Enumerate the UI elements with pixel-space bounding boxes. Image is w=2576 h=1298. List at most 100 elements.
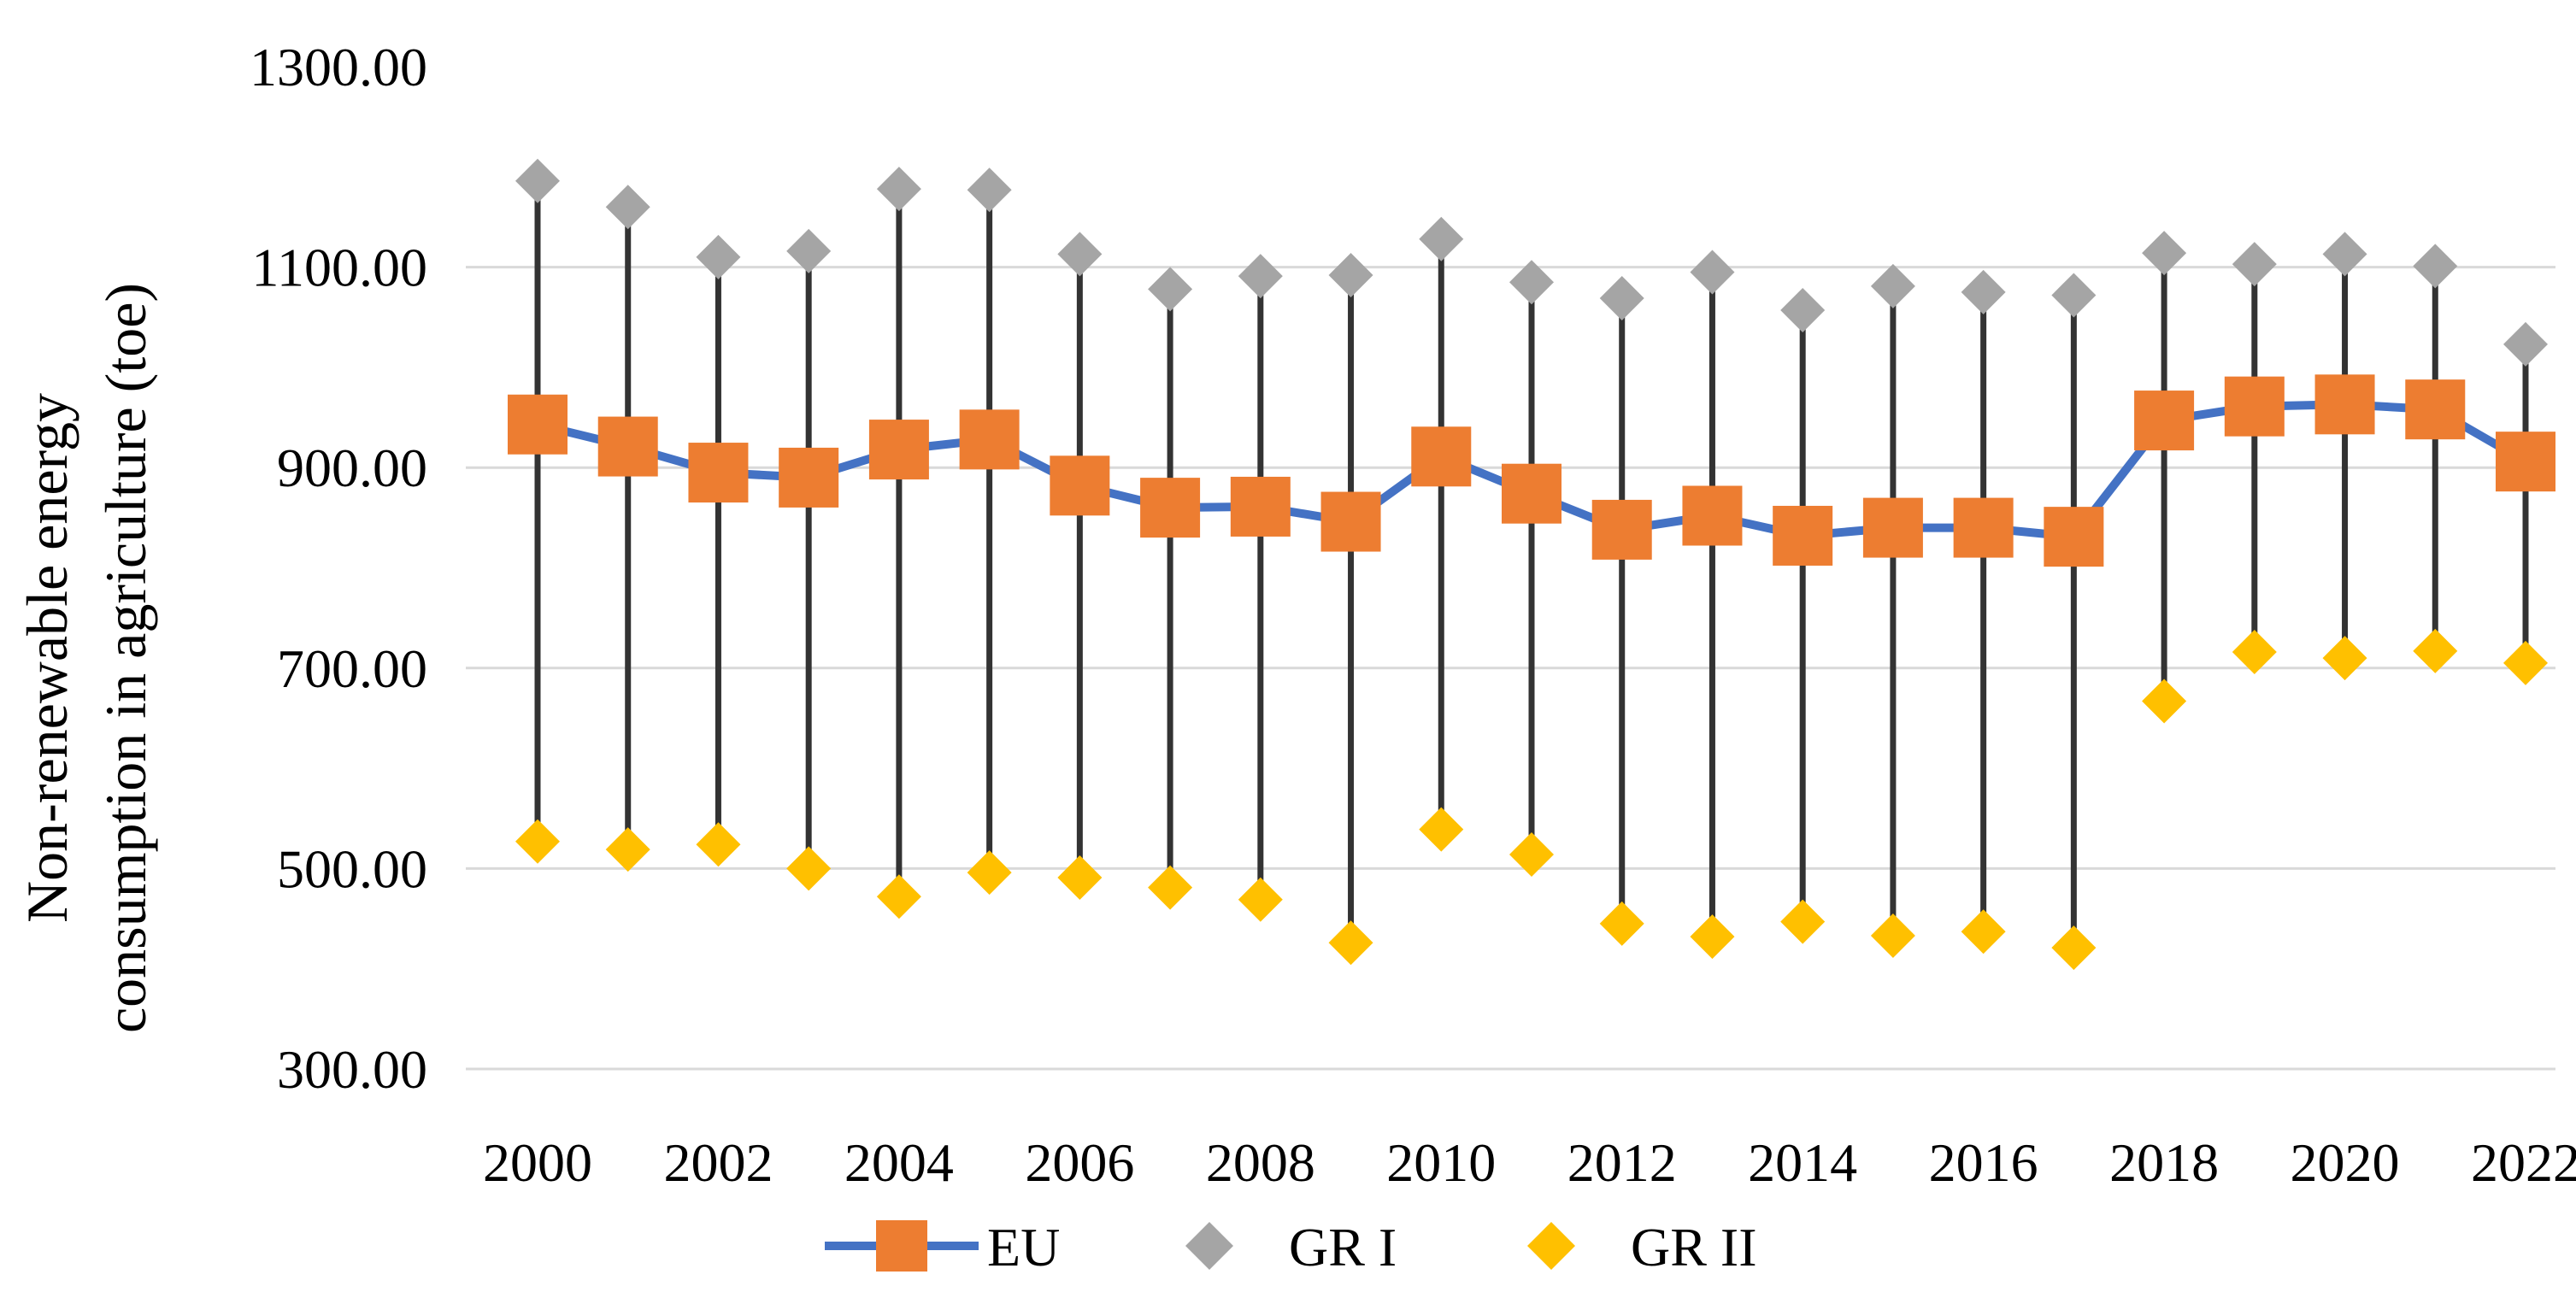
gr1-marker [1328,252,1373,297]
markers [508,158,2555,971]
gr2-marker [1870,913,1915,958]
x-axis-ticks: 2000 2002 2004 2006 2008 2010 2012 2014 2016 2018… [483,1132,2576,1193]
eu-marker [1773,505,1833,566]
gr1-marker [786,228,832,273]
y-axis-ticks: 300.00 500.00 700.00 900.00 1100.00 1300.00 [250,37,427,1100]
eu-marker [779,447,839,508]
gr2-marker [967,850,1012,896]
eu-marker [2224,376,2285,437]
gr2-marker [1690,914,1735,960]
x-tick-label: 2020 [2291,1132,2400,1193]
gr1-marker [2051,273,2097,318]
eu-marker [1230,476,1291,537]
x-tick-label: 2018 [2109,1132,2219,1193]
gr2-marker [2322,636,2367,681]
gr2-marker [1509,831,1554,877]
gr2-marker [2142,678,2187,724]
legend-eu-marker [876,1220,927,1272]
x-tick-label: 2010 [1386,1132,1496,1193]
gr2-marker [1238,877,1283,922]
y-tick-label: 300.00 [277,1039,427,1100]
eu-marker [868,420,929,480]
y-axis-label-line-1: Non-renewable energy [15,393,79,923]
gr2-marker [1057,855,1103,900]
gr1-marker [1961,269,2006,314]
gr1-marker [1870,263,1915,308]
x-tick-label: 2002 [663,1132,773,1193]
gr1-marker [1238,254,1283,299]
y-tick-label: 500.00 [277,838,427,899]
drop-lines [534,180,2529,949]
gr2-marker [605,827,650,872]
y-axis-label: Non-renewable energy consumption in agri… [15,283,158,1033]
eu-marker [1140,478,1201,538]
gr1-marker [1057,232,1103,277]
eu-marker [1591,499,1652,560]
legend-gr1-label: GR I [1289,1217,1397,1277]
y-tick-label: 1100.00 [251,238,427,298]
eu-marker [597,416,658,477]
gr1-marker [696,234,741,279]
gr1-marker [1509,260,1554,305]
gr2-marker [2503,640,2548,685]
gr2-marker [786,846,832,891]
gr2-marker [2051,925,2097,971]
x-tick-label: 2006 [1025,1132,1134,1193]
gr2-marker [1780,899,1826,944]
eu-marker [2496,432,2555,492]
y-tick-label: 700.00 [277,638,427,699]
x-tick-label: 2004 [844,1132,954,1193]
gr2-marker [876,874,921,919]
eu-marker [1953,497,2014,558]
gr2-marker [515,819,560,864]
gr1-marker [1690,250,1735,295]
eu-marker [2044,507,2104,567]
x-tick-label: 2008 [1206,1132,1315,1193]
eu-marker [2405,379,2466,440]
eu-marker [1320,491,1381,552]
gr1-marker [515,158,560,203]
gr2-marker [696,822,741,867]
eu-marker [1502,463,1561,524]
x-tick-label: 2016 [1929,1132,2038,1193]
gr2-marker [2232,630,2277,675]
eu-marker [2134,391,2195,451]
gr1-marker [2322,232,2367,277]
legend: EU GR I GR II [825,1217,1757,1277]
gr1-marker [1780,288,1826,333]
eu-marker [1050,455,1110,516]
gr1-marker [2503,321,2548,367]
eu-marker [1862,497,1923,558]
gr1-marker [1419,216,1464,261]
gr2-marker [1328,920,1373,966]
eu-marker [508,394,568,455]
y-tick-label: 900.00 [277,438,427,498]
gr1-marker [967,167,1012,213]
legend-eu-label: EU [987,1217,1060,1277]
gr2-marker [1961,909,2006,954]
gr1-marker [1599,275,1644,320]
gr1-marker [1148,267,1193,312]
eu-marker [1411,426,1472,487]
x-tick-label: 2012 [1567,1132,1677,1193]
gr1-marker [876,167,921,212]
y-tick-label: 1300.00 [250,37,427,97]
gr2-marker [2413,628,2458,673]
eu-marker [1682,485,1743,546]
gr2-marker [1148,865,1193,910]
gr1-marker [2232,242,2277,287]
y-axis-label-line-2: consumption in agriculture (toe) [93,283,158,1033]
x-tick-label: 2022 [2471,1132,2576,1193]
eu-marker [688,443,749,503]
x-tick-label: 2014 [1748,1132,1857,1193]
gr1-marker [2142,231,2187,276]
x-tick-label: 2000 [483,1132,592,1193]
legend-gr1-marker [1185,1222,1233,1270]
gr1-marker [2413,244,2458,289]
eu-marker [2314,374,2375,435]
legend-gr2-label: GR II [1631,1217,1757,1277]
gr2-marker [1419,807,1464,852]
gr1-marker [605,185,650,230]
